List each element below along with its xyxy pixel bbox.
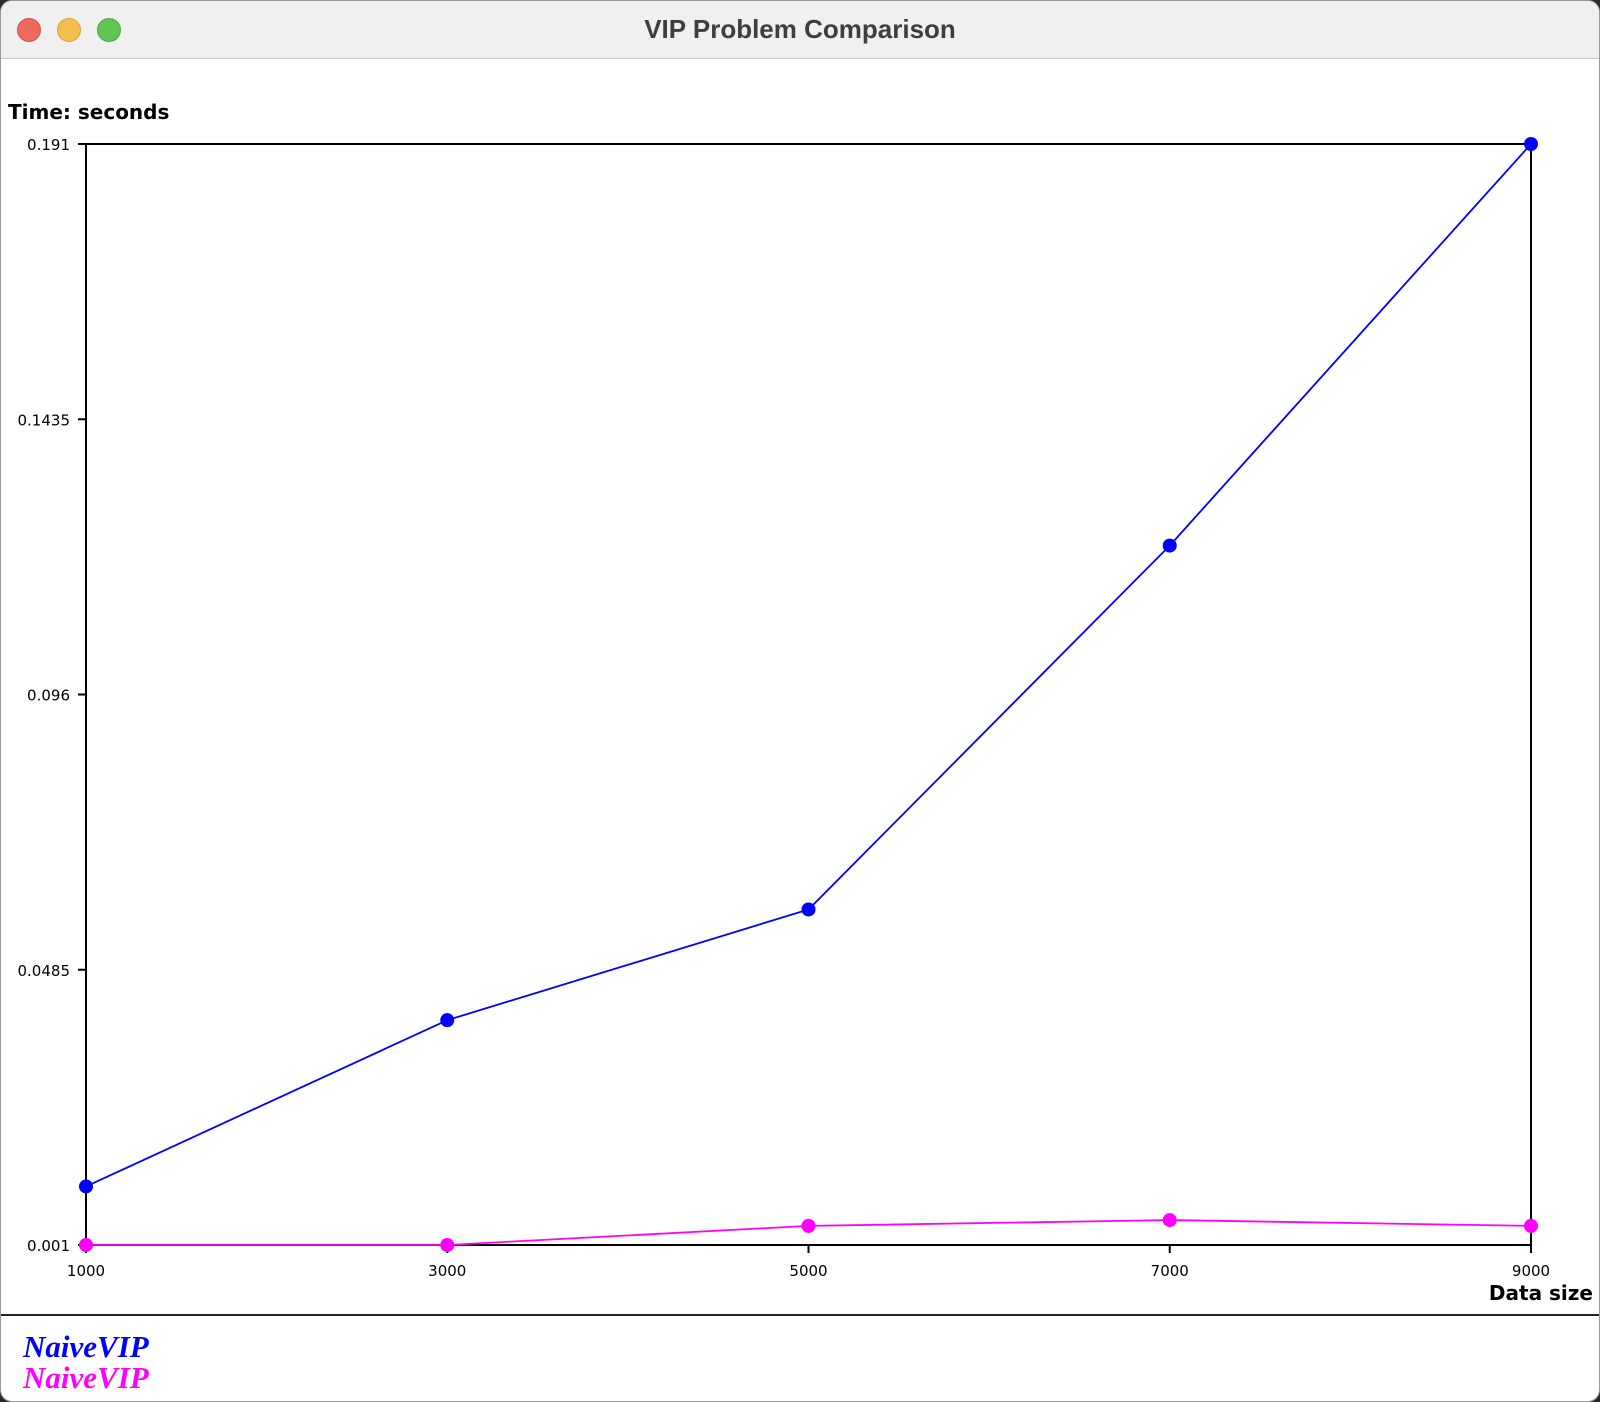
x-tick-label: 5000 [789, 1262, 827, 1280]
title-bar: VIP Problem Comparison [1, 1, 1599, 59]
data-point [1162, 1213, 1177, 1228]
y-tick-label: 0.001 [27, 1237, 70, 1255]
series-line-1 [85, 143, 1532, 1188]
y-tick-label: 0.0485 [18, 962, 71, 980]
chart-area: 0.191 0.1435 0.096 0.0485 0.001 1000 3000 5000 7… [1, 59, 1599, 1314]
line-chart: 0.191 0.1435 0.096 0.0485 0.001 1000 3000 5000 7… [8, 100, 1593, 1305]
legend-divider [1, 1314, 1599, 1316]
plot-frame [85, 143, 1532, 1246]
x-tick-label: 7000 [1151, 1262, 1189, 1280]
zoom-window-button[interactable] [97, 18, 121, 42]
x-tick-label: 3000 [428, 1262, 466, 1280]
y-tick-label: 0.1435 [18, 411, 71, 429]
data-point [79, 1179, 93, 1194]
legend-entry-2: NaiveVIP [23, 1360, 149, 1395]
data-point [440, 1013, 455, 1028]
data-point [1524, 137, 1538, 151]
legend-entry-1: NaiveVIP [23, 1329, 149, 1364]
data-point [801, 1218, 816, 1233]
y-axis-title: Time: seconds [8, 100, 169, 124]
y-tick-label: 0.191 [27, 136, 70, 154]
data-point [79, 1238, 93, 1252]
data-point [801, 902, 816, 917]
y-tick-label: 0.096 [27, 687, 70, 705]
x-tick-label: 1000 [67, 1262, 105, 1280]
minimize-window-button[interactable] [57, 18, 81, 42]
close-window-button[interactable] [17, 18, 41, 42]
window-title: VIP Problem Comparison [644, 14, 956, 44]
data-point [1162, 538, 1177, 553]
data-point [440, 1238, 455, 1252]
x-axis-title: Data size [1489, 1281, 1593, 1305]
chart-legend: NaiveVIP NaiveVIP [23, 1331, 149, 1393]
data-point [1524, 1218, 1538, 1233]
x-tick-label: 9000 [1512, 1262, 1550, 1280]
